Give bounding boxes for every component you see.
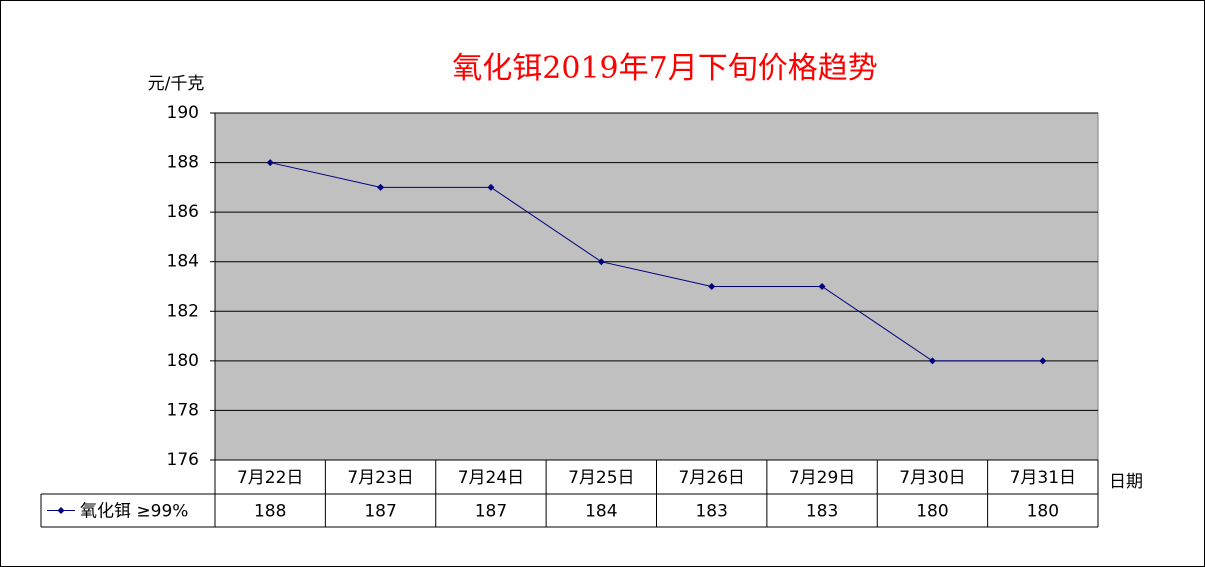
y-tick-label: 186 <box>167 202 199 222</box>
y-tick-label: 184 <box>167 252 199 272</box>
y-tick-label: 182 <box>167 301 199 321</box>
x-tick-label: 7月30日 <box>899 468 965 488</box>
legend-marker <box>57 507 65 514</box>
point-marker <box>708 283 716 290</box>
point-marker <box>487 183 495 191</box>
x-tick-label: 7月22日 <box>237 468 303 488</box>
point-marker <box>818 283 826 290</box>
plot-area <box>214 112 1099 461</box>
table-value: 184 <box>585 502 617 522</box>
y-tick-label: 176 <box>167 450 199 470</box>
table-value: 187 <box>364 502 396 522</box>
y-tick-label: 190 <box>167 103 199 123</box>
point-marker <box>597 258 605 266</box>
x-tick-label: 7月25日 <box>568 468 634 488</box>
table-value: 180 <box>1027 502 1059 522</box>
legend-label: 氧化铒 ≥99% <box>80 502 188 522</box>
chart-title: 氧化铒2019年7月下旬价格趋势 <box>452 51 877 86</box>
table-value: 183 <box>806 502 838 522</box>
x-tick-label: 7月23日 <box>347 468 413 488</box>
x-tick-label: 7月26日 <box>678 468 744 488</box>
point-marker <box>266 159 274 167</box>
point-marker <box>1039 357 1047 365</box>
table-value: 187 <box>475 502 507 522</box>
y-tick-label: 188 <box>167 153 199 173</box>
table-value: 188 <box>254 502 286 522</box>
x-axis-label: 日期 <box>1109 472 1143 492</box>
y-axis-label: 元/千克 <box>148 74 205 94</box>
y-tick-label: 178 <box>167 400 199 420</box>
x-tick-label: 7月31日 <box>1010 468 1076 488</box>
table-value: 180 <box>916 502 948 522</box>
table-value: 183 <box>695 502 727 522</box>
point-marker <box>377 183 385 191</box>
point-marker <box>928 357 936 365</box>
x-tick-label: 7月29日 <box>789 468 855 488</box>
y-tick-label: 180 <box>167 351 199 371</box>
series-line <box>270 162 1043 362</box>
x-tick-label: 7月24日 <box>458 468 524 488</box>
